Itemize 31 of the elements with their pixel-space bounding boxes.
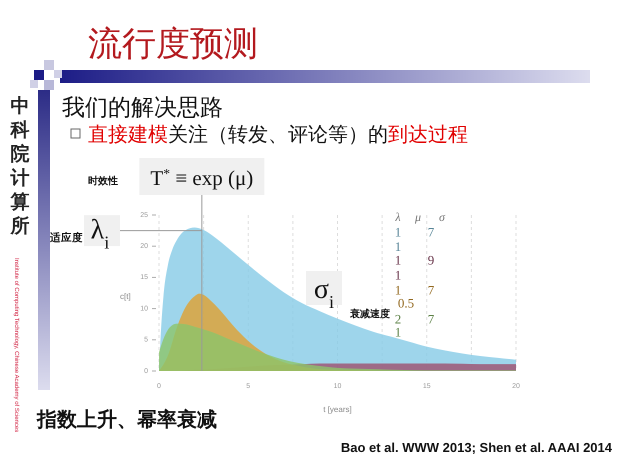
annotation: 1 — [394, 268, 402, 282]
text: 关注（转发、评论等）的 — [168, 124, 388, 146]
annotation: 1 — [394, 324, 402, 340]
annotation: 1 — [394, 252, 402, 268]
chart-title: 流行度预测 — [88, 25, 258, 63]
x-axis-title: t [years] — [323, 405, 352, 414]
text: 时效性 — [88, 175, 118, 187]
annotation: 2 — [394, 312, 402, 326]
annotation: 1 — [394, 224, 402, 240]
text: Bao et al. WWW 2013; Shen et al. AAAI 2014 — [340, 440, 613, 455]
annotation: 7 — [428, 282, 435, 298]
text: 直接建模 — [88, 124, 168, 146]
y-axis-title: c[t] — [120, 292, 131, 301]
text: 适应度 — [49, 231, 83, 244]
annotation: 7 — [428, 224, 435, 240]
annotation: 7 — [428, 312, 435, 326]
annotation: σ — [439, 210, 446, 224]
annotation: μ — [414, 210, 422, 224]
annotation: λ — [394, 210, 401, 224]
annotation: 9 — [428, 252, 434, 268]
text: 中科院计算所 — [10, 95, 30, 237]
ref-line-label: T$^{*}$ ≡ exp (μ) — [150, 166, 254, 190]
annotation: 衰减速度 — [349, 308, 390, 320]
annotation: 1 — [394, 239, 402, 254]
chart-subtitle: 我们的解决思路 — [62, 94, 223, 120]
annotation: 0.5 — [398, 296, 414, 310]
text: 指数上升、幂率衰减 — [36, 408, 217, 431]
text: 到达过程 — [388, 124, 468, 146]
annotation: σ$_{i}$ — [314, 274, 334, 312]
ref-line-label: λ$_{i}$ — [90, 214, 110, 253]
annotation: 1 — [394, 282, 402, 298]
